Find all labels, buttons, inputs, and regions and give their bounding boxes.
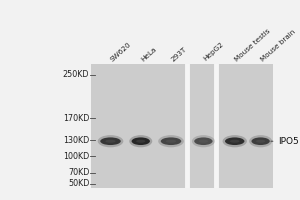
Text: 100KD: 100KD	[63, 152, 89, 161]
Text: 250KD: 250KD	[63, 70, 89, 79]
Ellipse shape	[158, 135, 184, 147]
Ellipse shape	[161, 137, 181, 145]
Ellipse shape	[194, 137, 213, 145]
Ellipse shape	[225, 137, 244, 145]
Text: 50KD: 50KD	[68, 179, 89, 188]
Ellipse shape	[256, 140, 265, 143]
Text: HepG2: HepG2	[202, 41, 225, 62]
Bar	[91, 64, 272, 188]
Ellipse shape	[251, 137, 270, 145]
Text: 130KD: 130KD	[63, 136, 89, 145]
Ellipse shape	[100, 137, 121, 145]
Ellipse shape	[166, 140, 176, 143]
Text: Mouse brain: Mouse brain	[260, 28, 296, 62]
Ellipse shape	[192, 135, 215, 147]
Ellipse shape	[249, 135, 272, 147]
Ellipse shape	[129, 135, 152, 147]
Text: HeLa: HeLa	[140, 46, 158, 62]
Text: 170KD: 170KD	[63, 114, 89, 123]
Ellipse shape	[230, 140, 240, 143]
Ellipse shape	[132, 137, 150, 145]
Text: IPO5: IPO5	[271, 137, 299, 146]
Ellipse shape	[136, 140, 145, 143]
Text: SW620: SW620	[110, 41, 133, 62]
Ellipse shape	[199, 140, 208, 143]
Text: Mouse testis: Mouse testis	[234, 27, 272, 62]
Ellipse shape	[223, 135, 247, 147]
Ellipse shape	[105, 140, 116, 143]
Text: 293T: 293T	[170, 46, 188, 62]
Ellipse shape	[98, 135, 123, 147]
Text: 70KD: 70KD	[68, 168, 89, 177]
